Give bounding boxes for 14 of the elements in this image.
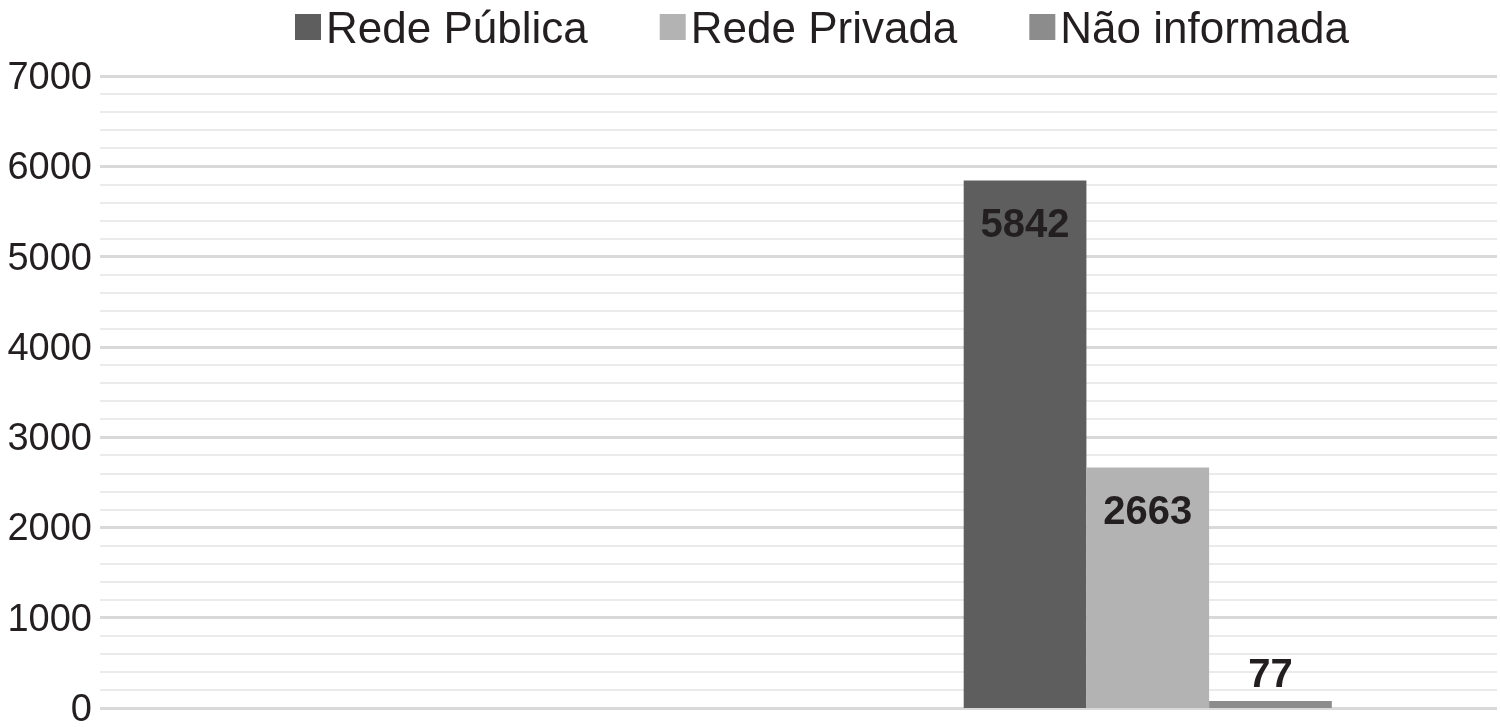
data-label: 2663 <box>1103 487 1193 532</box>
y-tick-label: 1000 <box>7 596 92 639</box>
y-tick-label: 4000 <box>7 325 92 368</box>
legend-label: Rede Pública <box>326 2 589 52</box>
y-tick-label: 0 <box>70 687 92 727</box>
y-tick-label: 6000 <box>7 145 92 188</box>
data-label: 77 <box>1248 651 1293 696</box>
y-tick-label: 5000 <box>7 235 92 278</box>
y-tick-label: 3000 <box>7 416 92 459</box>
y-tick-label: 7000 <box>7 55 92 97</box>
y-tick-label: 2000 <box>7 506 92 549</box>
legend-label: Não informada <box>1060 2 1350 52</box>
legend-label: Rede Privada <box>690 2 958 52</box>
data-label: 5842 <box>980 200 1070 245</box>
